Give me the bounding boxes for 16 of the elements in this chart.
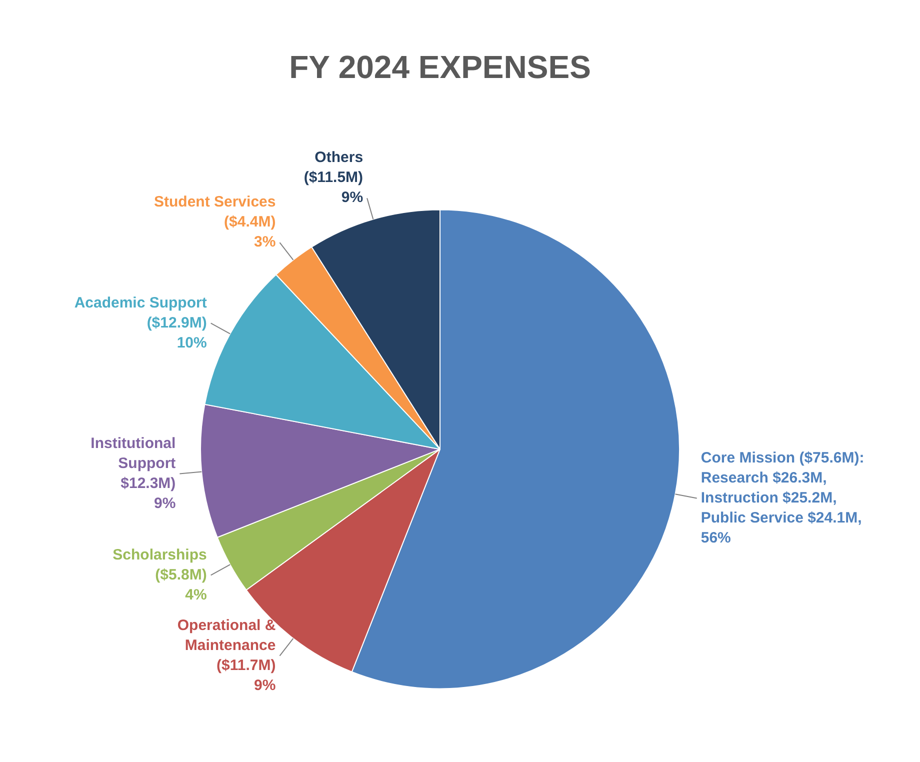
data-label: 9% (154, 494, 176, 512)
data-label: 10% (176, 334, 207, 352)
chart-title: FY 2024 EXPENSES (289, 49, 591, 86)
data-label: 3% (254, 234, 276, 251)
slice-label: Academic Support ($12.9M) (74, 294, 207, 332)
slice-label: Others ($11.5M) (304, 149, 364, 186)
data-label: 4% (185, 586, 207, 604)
slice-label: Student Services ($4.4M) (154, 194, 276, 231)
data-label: 9% (341, 189, 364, 206)
category-label: Core Mission ($75.6M): (700, 449, 864, 466)
data-label: 56% (700, 529, 731, 546)
slice-label: Operational & Maintenance ($11.7M) (177, 616, 276, 674)
slice-label: Scholarships ($5.8M) (112, 546, 207, 584)
text: Research $26.3M, Instruction $25.2M, Public Service $24.1M, (700, 469, 862, 526)
slice-label: Institutional Support $12.3M) (90, 434, 176, 492)
data-label: 9% (254, 676, 276, 694)
